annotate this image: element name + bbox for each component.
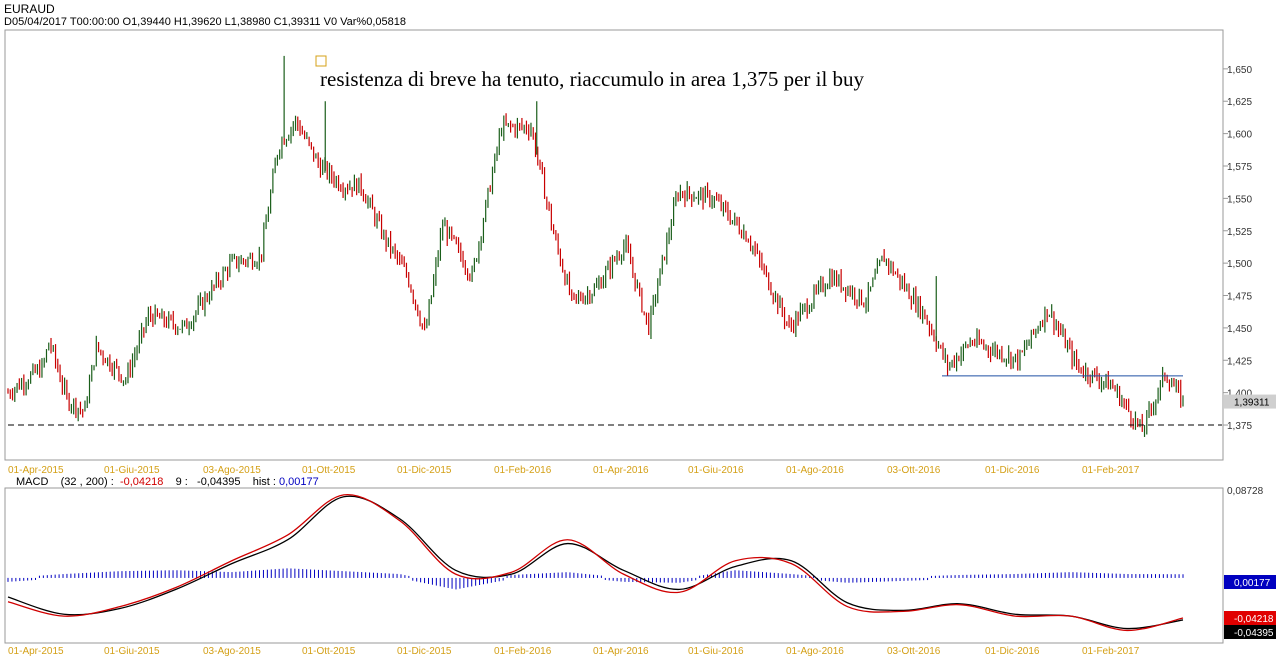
signal-tag: -0,04395 xyxy=(1234,628,1274,639)
field-key-varpct: Var% xyxy=(340,16,367,28)
y-tick-label: 1,625 xyxy=(1227,97,1252,108)
field-key-open: O xyxy=(122,16,132,28)
x-tick-label: 01-Ott-2015 xyxy=(302,465,356,476)
x-tick-label: 01-Ago-2016 xyxy=(786,465,844,476)
field-value-close: 1,39311 xyxy=(281,16,321,28)
field-key-low: L xyxy=(224,16,231,28)
value-tags: 1,39311 0,08728 0,00177 -0,04218 -0,04395 xyxy=(1224,394,1276,639)
field-key-volume: V xyxy=(323,16,331,28)
macd-tag: -0,04218 xyxy=(1234,614,1274,625)
field-value-time: 00:00:00 xyxy=(76,16,120,28)
ohlc-info-bar: D05/04/2017 T00:00:00 O1,39440 H1,39620 … xyxy=(4,16,406,28)
field-key-date: D xyxy=(4,16,12,28)
signal-label: 9 : xyxy=(175,476,188,488)
macd-tag-bg xyxy=(1224,611,1276,625)
field-value-high: 1,39620 xyxy=(181,16,222,28)
x-tick-label: 01-Apr-2016 xyxy=(593,465,649,476)
macd-params: (32 , 200) : xyxy=(60,476,114,488)
x-tick-label: 03-Ott-2016 xyxy=(887,646,941,657)
y-tick-label: 1,450 xyxy=(1227,324,1252,335)
y-tick-label: 1,650 xyxy=(1227,65,1252,76)
x-tick-label: 01-Feb-2016 xyxy=(494,465,552,476)
y-tick-label: 1,575 xyxy=(1227,162,1252,173)
signal-line xyxy=(7,495,1184,630)
x-tick-label: 01-Ago-2016 xyxy=(786,646,844,657)
candlestick-series xyxy=(7,55,1184,437)
field-value-low: 1,38980 xyxy=(230,16,271,28)
field-key-close: C xyxy=(273,16,282,28)
hist-tag-bg xyxy=(1224,575,1276,589)
x-tick-label: 03-Ago-2015 xyxy=(203,465,261,476)
x-tick-label: 01-Feb-2017 xyxy=(1082,646,1140,657)
signal-tag-bg xyxy=(1224,625,1276,639)
x-tick-label: 01-Giu-2016 xyxy=(688,465,744,476)
x-tick-label: 03-Ott-2016 xyxy=(887,465,941,476)
macd-x-axis: 01-Apr-2015 01-Giu-2015 03-Ago-2015 01-Ott-… xyxy=(8,646,1140,657)
y-tick-label: 1,550 xyxy=(1227,194,1252,205)
x-tick-label: 01-Dic-2015 xyxy=(397,646,452,657)
annotation-marker[interactable] xyxy=(315,55,327,67)
last-price-tag-bg xyxy=(1224,394,1276,409)
x-tick-label: 03-Ago-2015 xyxy=(203,646,261,657)
x-tick-label: 01-Giu-2016 xyxy=(688,646,744,657)
last-price-tag: 1,39311 xyxy=(1234,398,1270,409)
y-tick-label: 1,525 xyxy=(1227,227,1252,238)
price-levels xyxy=(8,375,1222,426)
macd-histogram xyxy=(7,568,1184,590)
x-tick-label: 01-Dic-2016 xyxy=(985,465,1040,476)
y-tick-label: 1,600 xyxy=(1227,130,1252,141)
x-tick-label: 01-Giu-2015 xyxy=(104,465,160,476)
signal-value: -0,04395 xyxy=(197,476,241,488)
x-tick-label: 01-Feb-2017 xyxy=(1082,465,1140,476)
field-key-time: T xyxy=(69,16,77,28)
y-tick-label: 1,500 xyxy=(1227,259,1252,270)
x-tick-label: 01-Giu-2015 xyxy=(104,646,160,657)
y-tick-label: 1,375 xyxy=(1227,421,1252,432)
price-x-axis: 01-Apr-2015 01-Giu-2015 03-Ago-2015 01-Ott-… xyxy=(8,465,1140,476)
macd-value: -0,04218 xyxy=(119,476,164,488)
macd-label: MACD xyxy=(16,476,49,488)
x-tick-label: 01-Apr-2015 xyxy=(8,646,64,657)
y-tick-label: 1,475 xyxy=(1227,292,1252,303)
field-key-high: H xyxy=(173,16,182,28)
field-value-volume: 0 xyxy=(330,16,338,28)
x-tick-label: 01-Apr-2015 xyxy=(8,465,64,476)
symbol-label: EURAUD xyxy=(4,2,55,16)
hist-value: 0,00177 xyxy=(279,476,319,488)
x-tick-label: 01-Feb-2016 xyxy=(494,646,552,657)
price-panel-frame xyxy=(4,29,1224,461)
y-tick-label: 1,425 xyxy=(1227,356,1252,367)
macd-lines xyxy=(7,494,1184,632)
x-tick-label: 01-Dic-2015 xyxy=(397,465,452,476)
hist-label: hist : xyxy=(252,476,276,488)
x-tick-label: 01-Dic-2016 xyxy=(985,646,1040,657)
macd-header: MACD (32 , 200) : -0,04218 9 : -0,04395 … xyxy=(16,476,319,488)
annotation-text: resistenza di breve ha tenuto, riaccumul… xyxy=(320,67,865,91)
field-value-date: 05/04/2017 xyxy=(11,16,68,28)
price-y-axis: 1,650 1,625 1,600 1,575 1,550 1,525 1,500 1,475… xyxy=(1223,65,1252,432)
macd-panel-frame xyxy=(4,487,1224,644)
x-tick-label: 01-Apr-2016 xyxy=(593,646,649,657)
hist-tag: 0,00177 xyxy=(1234,578,1271,589)
macd-line xyxy=(7,494,1184,632)
field-value-varpct: 0,05818 xyxy=(366,16,406,28)
macd-top-tick: 0,08728 xyxy=(1227,486,1264,497)
y-tick-label: 1,400 xyxy=(1227,389,1252,400)
field-value-open: 1,39440 xyxy=(131,16,171,28)
x-tick-label: 01-Ott-2015 xyxy=(302,646,356,657)
